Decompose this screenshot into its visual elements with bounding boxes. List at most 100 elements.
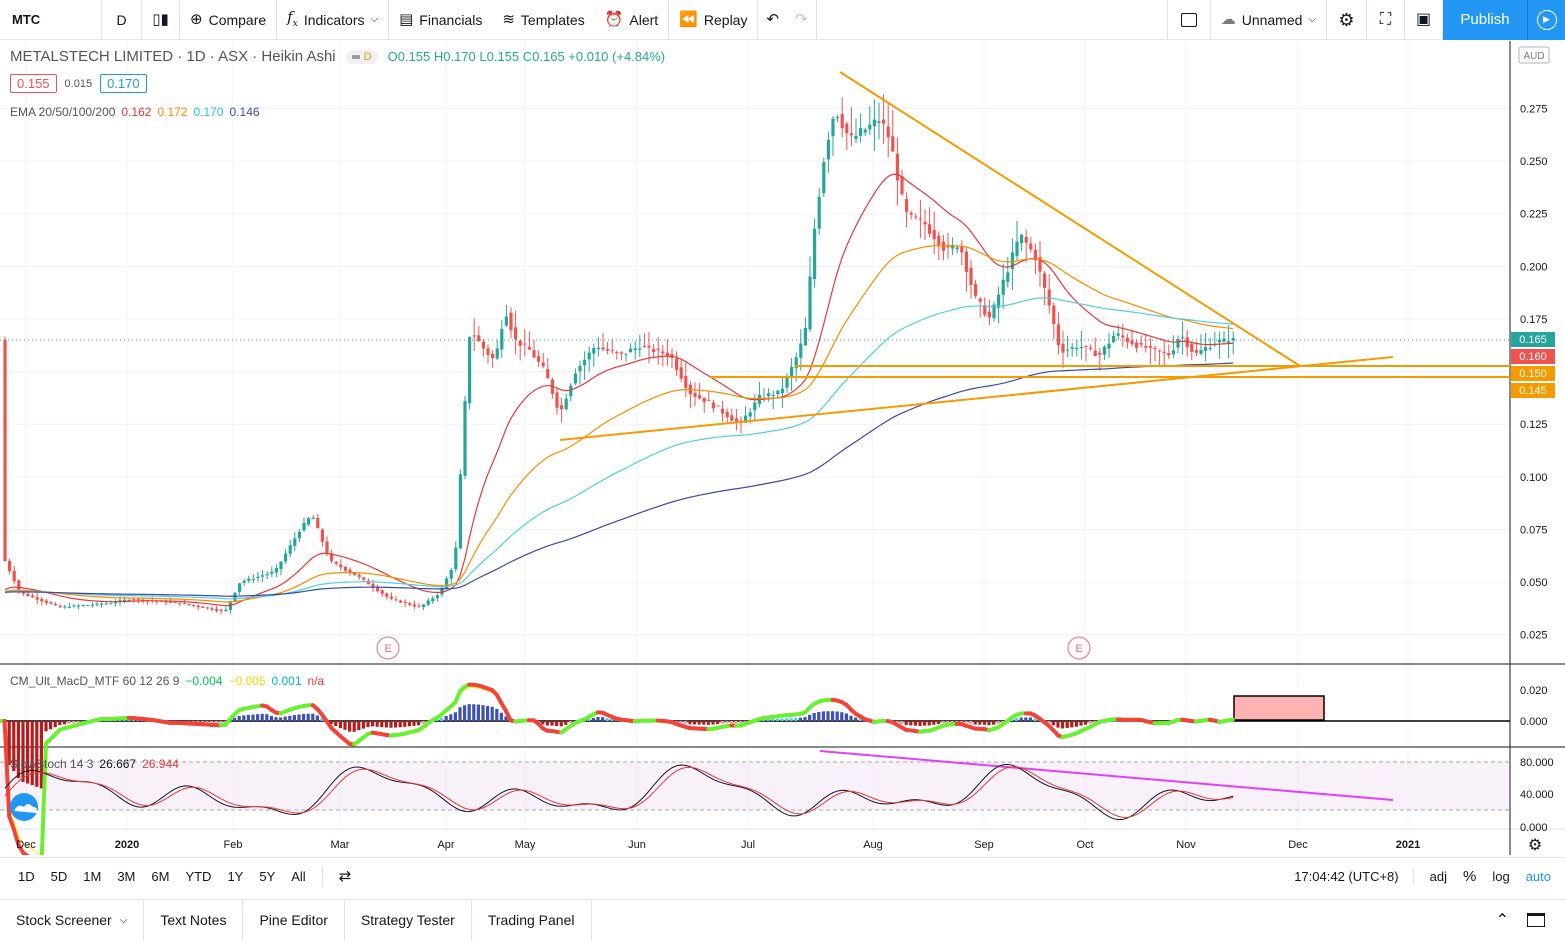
range-button-6m[interactable]: 6M	[143, 869, 177, 884]
macd-histogram-bar	[256, 714, 259, 721]
macd-histogram-bar	[688, 721, 691, 724]
tab-label: Text Notes	[160, 912, 226, 928]
ema100-line[interactable]	[5, 298, 1233, 599]
trendlines-group[interactable]	[560, 72, 1510, 800]
gear-icon[interactable]: ⚙	[1528, 835, 1542, 854]
settings-button[interactable]: ⚙	[1327, 0, 1367, 40]
candle-body	[206, 607, 209, 608]
range-button-5d[interactable]: 5D	[43, 869, 76, 884]
publish-button[interactable]: Publish	[1443, 0, 1527, 40]
undo-button[interactable]: ↶	[758, 0, 787, 40]
publish-play-button[interactable]: ▶	[1527, 0, 1565, 40]
ema-label: EMA 20/50/100/200	[10, 105, 115, 119]
stoch-label: SlowStoch 14 3	[10, 757, 93, 771]
macd-histogram-bar	[987, 721, 990, 725]
range-button-1m[interactable]: 1M	[75, 869, 109, 884]
candle-body	[721, 409, 724, 414]
earnings-marker[interactable]: E	[1068, 637, 1090, 659]
square-icon	[1181, 13, 1197, 27]
templates-button[interactable]: ≋ Templates	[492, 0, 594, 40]
range-button-1d[interactable]: 1D	[10, 869, 43, 884]
candle-body	[937, 236, 940, 246]
percent-toggle[interactable]: %	[1455, 868, 1484, 885]
candle-body	[1071, 347, 1074, 349]
log-toggle[interactable]: log	[1484, 869, 1517, 884]
candle-body	[77, 606, 80, 607]
macd-histogram-bar	[265, 714, 268, 721]
time-tick-label: Nov	[1176, 839, 1196, 851]
layout-name-button[interactable]: ☁ Unnamed ⌵	[1211, 0, 1327, 40]
support-trendline[interactable]	[560, 357, 1393, 440]
earnings-marker[interactable]: E	[377, 637, 399, 659]
candle-body	[873, 120, 876, 126]
candle-type-button[interactable]: ▯▮	[142, 0, 180, 40]
macd-histogram-bar	[376, 721, 379, 727]
replay-button[interactable]: ⏪ Replay	[669, 0, 758, 40]
tab-pine-editor[interactable]: Pine Editor	[243, 900, 344, 941]
ema20-line[interactable]	[5, 174, 1233, 606]
macd-histogram-bar	[923, 721, 926, 726]
goto-date-icon[interactable]: ⇄	[331, 869, 360, 884]
candle-body	[459, 474, 462, 548]
stoch-legend[interactable]: SlowStoch 14 3 26.667 26.944	[10, 757, 179, 771]
auto-toggle[interactable]: auto	[1518, 869, 1565, 884]
candle-body	[1107, 344, 1110, 349]
adj-toggle[interactable]: adj	[1414, 869, 1455, 884]
market-status-badge[interactable]: D	[346, 50, 378, 64]
macd-legend[interactable]: CM_Ult_MacD_MTF 60 12 26 9 −0.004 −0.005…	[10, 674, 324, 688]
time-tick-label: Dec	[1288, 839, 1308, 851]
candle-body	[624, 354, 627, 355]
macd-histogram-bar	[348, 721, 351, 732]
chart-canvas[interactable]: E E 0.2750.2500.2250.2000.1750.1500.1250…	[0, 41, 1565, 855]
candle-body	[601, 347, 604, 349]
candle-body	[252, 579, 255, 580]
macd-histogram-bar	[790, 718, 793, 721]
candle-body	[611, 350, 614, 351]
macd-histogram-bar	[468, 704, 471, 721]
maximize-icon[interactable]	[1527, 913, 1545, 927]
bid-button[interactable]: 0.155	[10, 74, 57, 93]
financials-button[interactable]: ▤ Financials	[389, 0, 492, 40]
ask-button[interactable]: 0.170	[100, 74, 147, 93]
alert-button[interactable]: ⏰ Alert	[595, 0, 669, 40]
candle-body	[201, 607, 204, 608]
tab-stock-screener[interactable]: Stock Screener ⌵	[0, 900, 144, 941]
indicators-button[interactable]: fx Indicators ⌵	[277, 0, 389, 40]
macd-histogram-bar	[219, 721, 222, 723]
redo-button[interactable]: ↷	[787, 0, 817, 40]
price-tick-label: 0.050	[1520, 577, 1548, 589]
tab-text-notes[interactable]: Text Notes	[144, 900, 243, 941]
ema200-line[interactable]	[5, 363, 1233, 596]
tab-trading-panel[interactable]: Trading Panel	[472, 900, 592, 941]
candle-body	[933, 230, 936, 239]
candle-body	[8, 561, 11, 571]
fullscreen-button[interactable]: ⛶	[1367, 0, 1405, 40]
candle-body	[266, 574, 269, 575]
candle-body	[712, 403, 715, 409]
chevron-up-icon[interactable]: ⌃	[1496, 910, 1509, 930]
range-button-3m[interactable]: 3M	[109, 869, 143, 884]
macd-histogram-bar	[343, 721, 346, 730]
chart-area[interactable]: E E 0.2750.2500.2250.2000.1750.1500.1250…	[0, 41, 1565, 855]
range-button-1y[interactable]: 1Y	[219, 869, 251, 884]
macd-highlight-box[interactable]	[1234, 696, 1324, 720]
candle-body	[1218, 340, 1221, 342]
candle-body	[542, 363, 545, 367]
range-button-5y[interactable]: 5Y	[251, 869, 283, 884]
candle-body	[404, 602, 407, 603]
snapshot-button[interactable]: ▣	[1405, 0, 1443, 40]
clock[interactable]: 17:04:42 (UTC+8)	[1280, 869, 1413, 884]
range-button-all[interactable]: All	[283, 869, 313, 884]
compare-button[interactable]: ⊕ Compare	[180, 0, 277, 40]
macd-histogram-bar	[969, 721, 972, 724]
ema-legend[interactable]: EMA 20/50/100/200 0.162 0.172 0.170 0.14…	[10, 105, 260, 119]
range-button-ytd[interactable]: YTD	[177, 869, 219, 884]
interval-button[interactable]: D	[102, 0, 142, 40]
layout-button[interactable]	[1167, 0, 1211, 40]
candle-body	[256, 577, 259, 578]
tab-strategy-tester[interactable]: Strategy Tester	[345, 900, 472, 941]
macd-histogram-bar	[1075, 721, 1078, 727]
candle-body	[583, 360, 586, 366]
resistance-trendline[interactable]	[840, 72, 1300, 366]
symbol-search[interactable]: MTC	[0, 0, 102, 40]
